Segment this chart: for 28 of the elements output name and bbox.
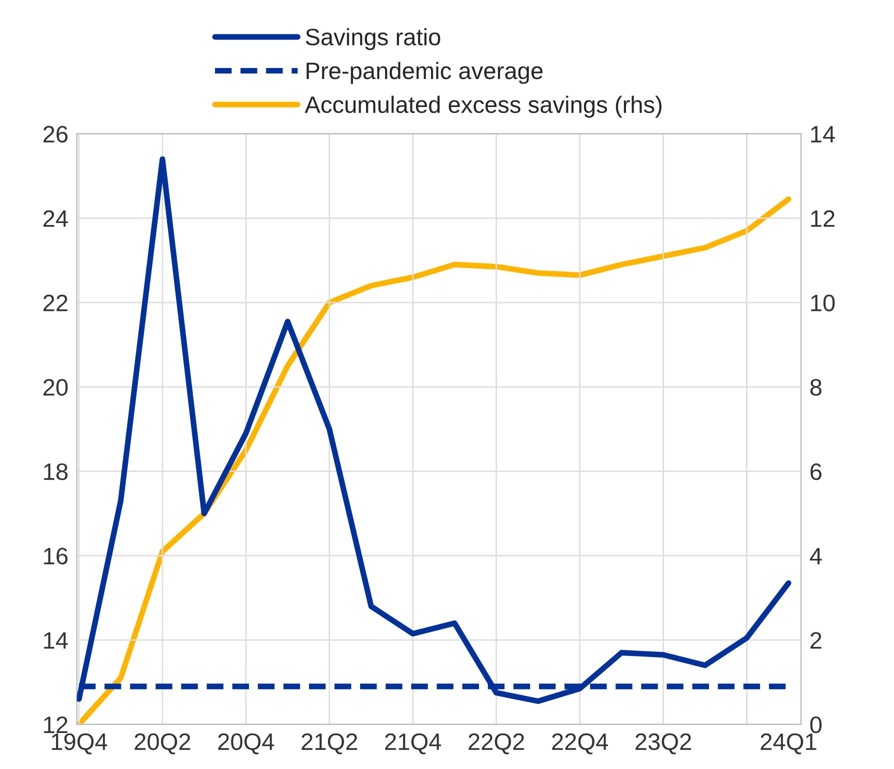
y-tick-label: 22	[43, 294, 68, 312]
legend-label: Pre-pandemic average	[306, 62, 543, 84]
y2-tick-label: 12	[811, 210, 834, 227]
y2-tick-label: 4	[810, 548, 822, 564]
y-tick-label: 24	[43, 210, 68, 227]
legend-label: Savings ratio	[306, 28, 440, 50]
y2-tick-label: 2	[810, 632, 822, 649]
y-tick-label: 26	[43, 126, 68, 143]
y-tick-label: 12	[44, 716, 68, 733]
x-tick-label: 22Q2	[468, 733, 524, 754]
y-tick-label: 20	[43, 378, 68, 396]
x-tick-label: 20Q2	[134, 733, 190, 754]
x-tick-label: 23Q2	[636, 733, 691, 754]
y2-tick-label: 8	[810, 378, 822, 396]
legend-label: Accumulated excess savings (rhs)	[304, 96, 662, 118]
y2-tick-label: 0	[810, 716, 822, 734]
y2-tick-label: 10	[811, 294, 835, 312]
y-tick-label: 16	[44, 548, 68, 564]
x-tick-label: 21Q4	[385, 733, 442, 754]
y2-tick-label: 14	[811, 126, 835, 142]
x-tick-label: 22Q4	[552, 733, 608, 754]
x-tick-label: 20Q4	[218, 733, 274, 754]
x-tick-label: 24Q1	[760, 733, 816, 754]
y-tick-label: 18	[44, 463, 68, 480]
x-tick-label: 21Q2	[302, 733, 358, 754]
x-tick-label: 19Q4	[52, 733, 108, 754]
y2-tick-label: 6	[810, 463, 822, 480]
y-tick-label: 14	[44, 632, 68, 649]
